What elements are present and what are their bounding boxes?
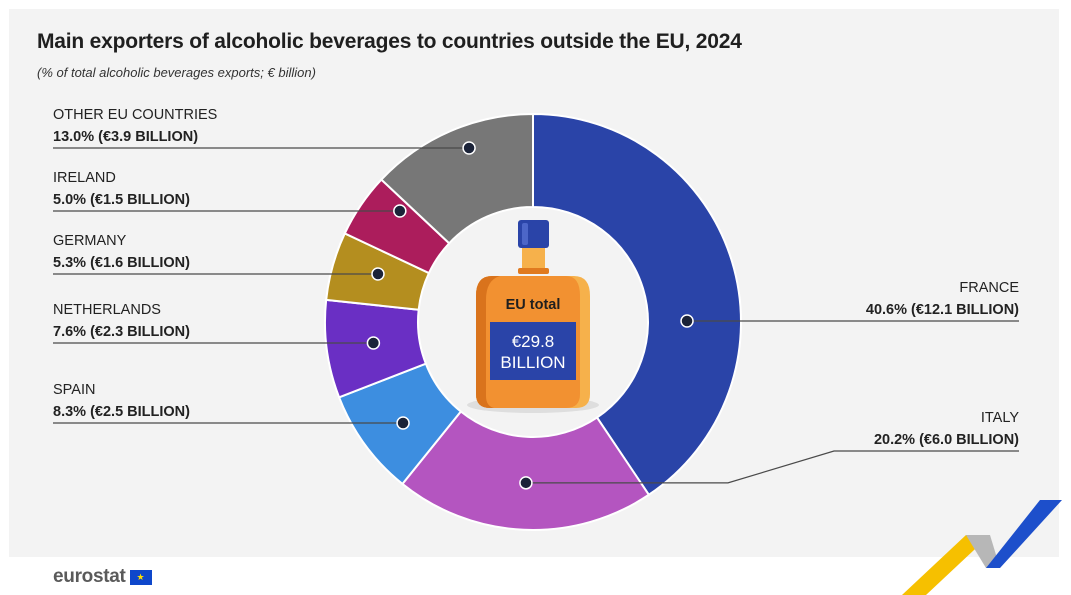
- bottle-neck: [522, 248, 545, 270]
- marker-dot-netherlands: [366, 336, 381, 350]
- bottle-body-left-shade: [476, 276, 500, 408]
- center-total-value: €29.8: [512, 332, 555, 351]
- label-value-netherlands: 7.6% (€2.3 BILLION): [53, 324, 190, 340]
- marker-dot-france: [680, 314, 694, 328]
- center-total-label: EU total: [506, 297, 561, 313]
- label-value-ireland: 5.0% (€1.5 BILLION): [53, 192, 190, 208]
- label-name-italy: ITALY: [981, 410, 1019, 426]
- label-value-germany: 5.3% (€1.6 BILLION): [53, 255, 190, 271]
- accent-blue-stroke: [986, 500, 1062, 568]
- label-value-other: 13.0% (€3.9 BILLION): [53, 129, 198, 145]
- label-name-france: FRANCE: [959, 280, 1019, 296]
- label-value-france: 40.6% (€12.1 BILLION): [866, 302, 1019, 318]
- eurostat-wordmark: eurostat: [53, 566, 126, 587]
- center-total-unit: BILLION: [500, 353, 565, 372]
- label-name-spain: SPAIN: [53, 382, 95, 398]
- eurostat-logo: eurostat ★: [53, 566, 152, 588]
- label-value-spain: 8.3% (€2.5 BILLION): [53, 404, 190, 420]
- marker-dot-other: [462, 141, 476, 155]
- leader-line-italy: [525, 450, 1019, 484]
- accent-yellow-stroke: [902, 535, 990, 595]
- label-value-italy: 20.2% (€6.0 BILLION): [874, 432, 1019, 448]
- bottle-cap-highlight: [522, 223, 528, 245]
- slice-italy: [401, 410, 651, 531]
- marker-dot-germany: [371, 267, 385, 281]
- slice-france: [532, 112, 742, 497]
- label-name-netherlands: NETHERLANDS: [53, 302, 161, 318]
- marker-dot-ireland: [393, 204, 407, 218]
- bottle-illustration: EU total €29.8 BILLION: [467, 220, 599, 413]
- chart-title: Main exporters of alcoholic beverages to…: [37, 30, 742, 53]
- bottle-label: [490, 322, 576, 380]
- label-name-germany: GERMANY: [53, 233, 127, 249]
- eu-flag-icon: ★: [129, 569, 152, 585]
- label-name-other: OTHER EU COUNTRIES: [53, 107, 217, 123]
- bottle-neck-ring: [518, 268, 549, 274]
- eu-flag-stars: ★: [136, 571, 145, 582]
- chart-subtitle: (% of total alcoholic beverages exports;…: [37, 65, 316, 80]
- label-name-ireland: IRELAND: [53, 170, 116, 186]
- marker-dot-spain: [396, 416, 410, 430]
- marker-dot-italy: [519, 476, 533, 490]
- accent-grey-stroke: [966, 535, 1000, 568]
